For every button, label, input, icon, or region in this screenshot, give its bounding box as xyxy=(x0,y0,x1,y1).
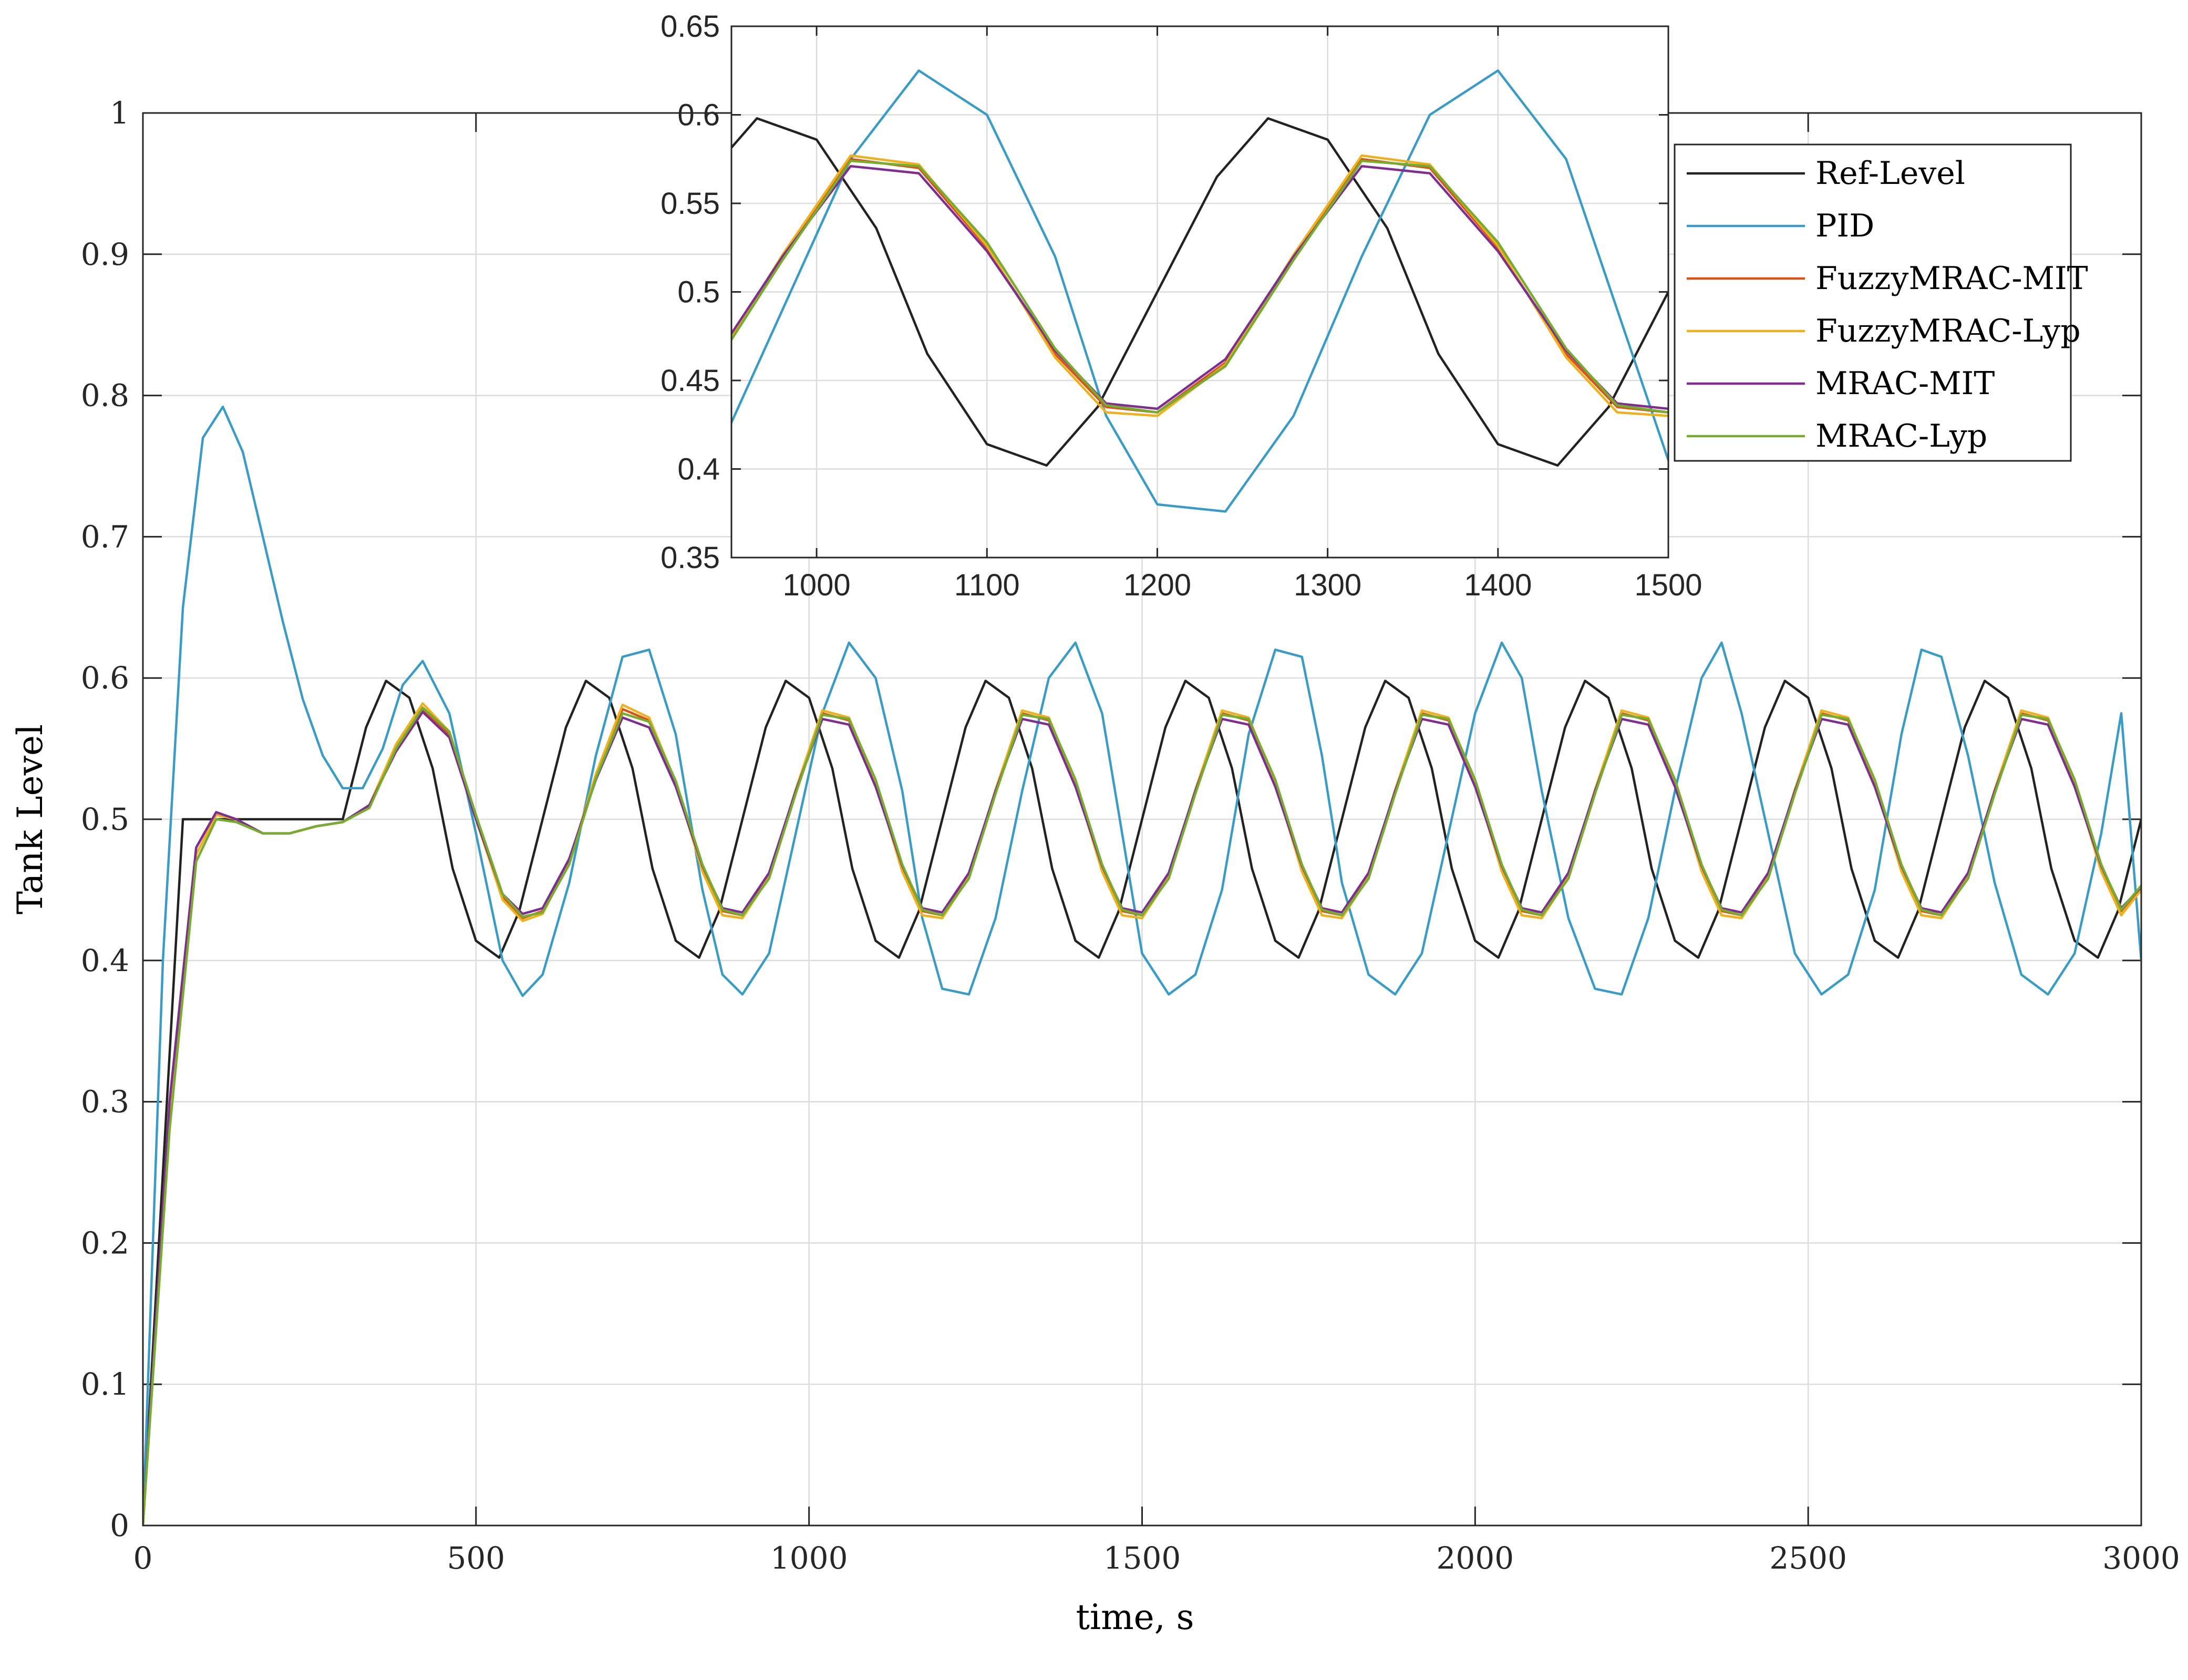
inset-y-tick-label: 0.5 xyxy=(677,275,720,310)
main-y-tick-label: 0.4 xyxy=(81,943,129,978)
main-y-tick-label: 0.5 xyxy=(81,801,129,837)
x-axis-title: time, s xyxy=(1076,1597,1194,1637)
inset-y-tick-label: 0.45 xyxy=(660,364,720,398)
inset-y-tick-label: 0.35 xyxy=(660,541,720,575)
main-y-tick-label: 0.3 xyxy=(81,1084,129,1120)
main-x-tick-label: 2500 xyxy=(1769,1540,1847,1576)
inset-y-tick-labels: 0.35 0.4 0.45 0.5 0.55 0.6 0.65 xyxy=(660,9,720,575)
inset-y-tick-label: 0.6 xyxy=(677,98,720,132)
main-series-pid xyxy=(143,405,2141,1526)
main-y-tick-label: 0.9 xyxy=(81,236,129,272)
inset-series-clip xyxy=(731,69,1668,513)
legend-label-pid: PID xyxy=(1815,208,1874,244)
main-y-tick-labels: 0 0.1 0.2 0.3 0.4 0.5 0.6 0.7 0.8 0.9 1 xyxy=(81,95,129,1543)
legend-box xyxy=(1674,143,2072,462)
inset-x-tick-label: 1300 xyxy=(1294,568,1361,602)
main-x-tick-label: 3000 xyxy=(2102,1540,2180,1576)
legend-label-fuzzymrac-lyp: FuzzyMRAC-Lyp xyxy=(1815,313,2081,349)
main-x-tick-labels: 0 500 1000 1500 2000 2500 3000 xyxy=(133,1540,2180,1576)
inset-x-tick-label: 1400 xyxy=(1464,568,1532,602)
inset-x-tick-label: 1100 xyxy=(954,568,1020,602)
main-y-tick-label: 0.7 xyxy=(81,519,129,554)
legend-entries: Ref-Level PID FuzzyMRAC-MIT FuzzyMRAC-Lyp MR… xyxy=(1687,155,2088,455)
main-y-tick-label: 0.1 xyxy=(81,1366,129,1402)
inset-axes: 1000 1100 1200 1300 1400 1500 0.350.40.450.50… xyxy=(660,9,1702,602)
inset-x-tick-labels: 1000 1100 1200 1300 1400 1500 xyxy=(783,568,1702,602)
main-series-mrac-lyp xyxy=(143,706,2141,1526)
legend-label-mrac-mit: MRAC-MIT xyxy=(1815,365,1995,402)
main-x-tick-label: 1000 xyxy=(770,1540,848,1576)
inset-y-tick-label: 0.65 xyxy=(660,9,720,44)
y-axis-title: Tank Level xyxy=(10,724,50,914)
main-y-tick-label: 0.2 xyxy=(81,1225,129,1261)
main-y-tick-label: 1 xyxy=(110,95,129,131)
main-series-clip xyxy=(143,405,2141,1526)
inset-y-tick-label: 0.55 xyxy=(660,187,720,221)
main-series-group xyxy=(143,405,2141,1526)
main-x-tick-label: 500 xyxy=(447,1540,505,1576)
main-y-tick-label: 0.8 xyxy=(81,378,129,414)
inset-x-tick-label: 1500 xyxy=(1634,568,1702,602)
inset-frame-border xyxy=(730,25,1669,559)
legend: Ref-Level PID FuzzyMRAC-MIT FuzzyMRAC-Lyp MR… xyxy=(1674,143,2088,462)
main-x-tick-label: 2000 xyxy=(1437,1540,1514,1576)
inset-x-tick-label: 1000 xyxy=(783,568,851,602)
main-x-tick-label: 0 xyxy=(133,1540,153,1576)
inset-series-pid xyxy=(731,69,1668,513)
inset-series-group xyxy=(731,69,1668,513)
legend-label-mrac-lyp: MRAC-Lyp xyxy=(1815,418,1987,455)
main-y-tick-label: 0.6 xyxy=(81,660,129,696)
inset-y-tick-label: 0.4 xyxy=(677,452,720,487)
legend-label-ref-level: Ref-Level xyxy=(1815,155,1965,192)
main-y-tick-label: 0 xyxy=(110,1508,129,1543)
main-x-tick-label: 1500 xyxy=(1103,1540,1181,1576)
legend-label-fuzzymrac-mit: FuzzyMRAC-MIT xyxy=(1815,260,2088,297)
inset-x-tick-label: 1200 xyxy=(1123,568,1191,602)
main-series-ref-level xyxy=(143,679,2141,1526)
